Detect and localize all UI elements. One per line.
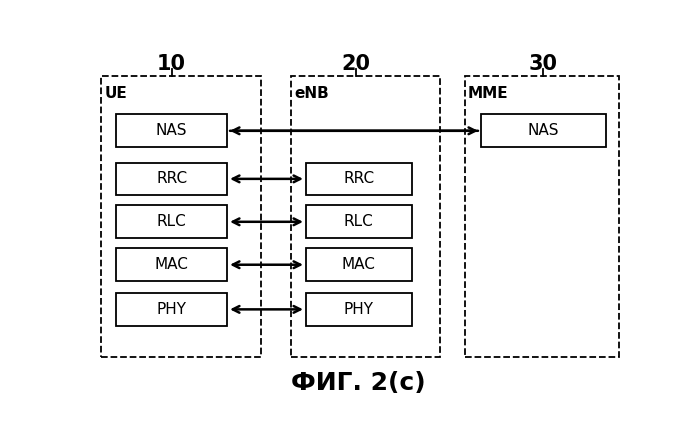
- Bar: [306, 248, 412, 281]
- Text: MAC: MAC: [342, 257, 376, 272]
- Text: RLC: RLC: [157, 214, 186, 229]
- Bar: [116, 162, 228, 195]
- Bar: [116, 293, 228, 326]
- Bar: [116, 206, 228, 238]
- Text: 10: 10: [157, 54, 186, 74]
- Text: NAS: NAS: [156, 123, 188, 138]
- Bar: [116, 115, 228, 147]
- Bar: [116, 248, 228, 281]
- Text: PHY: PHY: [344, 302, 374, 317]
- Text: UE: UE: [105, 86, 127, 101]
- Bar: [306, 162, 412, 195]
- Bar: [306, 293, 412, 326]
- Text: MME: MME: [468, 86, 508, 101]
- Text: RRC: RRC: [156, 171, 187, 186]
- Bar: [465, 76, 619, 357]
- Text: RLC: RLC: [344, 214, 374, 229]
- Text: NAS: NAS: [528, 123, 559, 138]
- Text: PHY: PHY: [157, 302, 187, 317]
- Text: RRC: RRC: [343, 171, 374, 186]
- Text: MAC: MAC: [155, 257, 188, 272]
- Bar: [481, 115, 606, 147]
- Bar: [101, 76, 261, 357]
- Text: ФИГ. 2(c): ФИГ. 2(c): [291, 371, 426, 395]
- Bar: [306, 206, 412, 238]
- Text: eNB: eNB: [294, 86, 329, 101]
- Bar: [291, 76, 440, 357]
- Text: 20: 20: [342, 54, 370, 74]
- Text: 30: 30: [528, 54, 558, 74]
